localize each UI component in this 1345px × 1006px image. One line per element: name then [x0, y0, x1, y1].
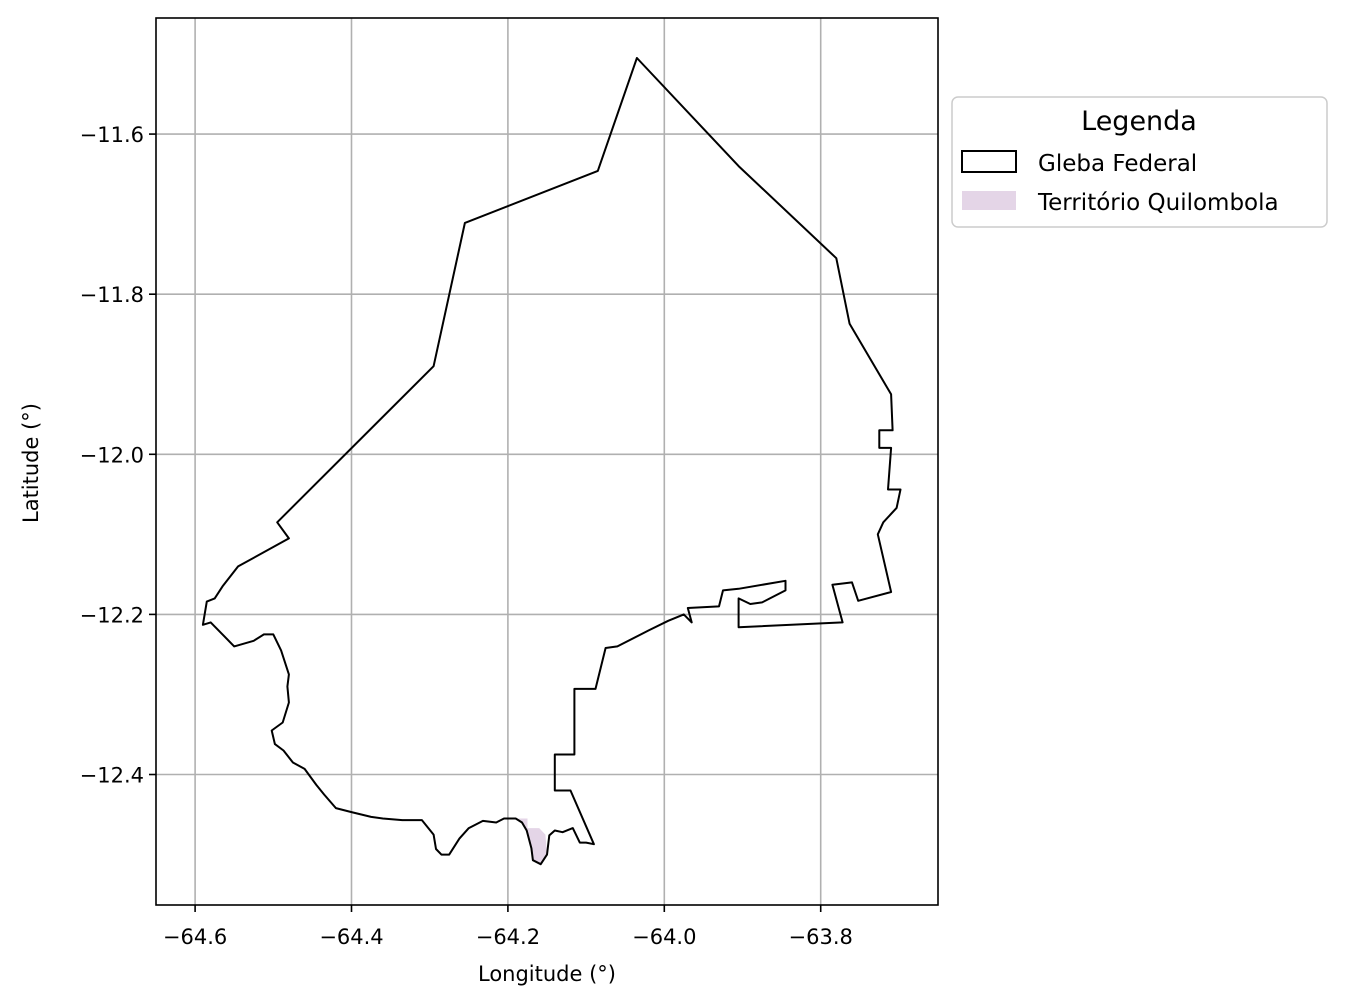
x-tick-label: −64.2 [476, 925, 540, 949]
plot-frame [155, 17, 939, 906]
axis-ticks: −64.6 −64.4 −64.2 −64.0 −63.8 −11.6 −11.8 −12.0… [80, 123, 853, 949]
legend-title: Legenda [1081, 106, 1197, 137]
x-tick-label: −64.0 [632, 925, 696, 949]
legend: Legenda Gleba Federal Território Quilomb… [951, 96, 1328, 228]
legend-swatch-gleba-federal [961, 150, 1017, 173]
gleba-federal-polygon [201, 57, 902, 866]
x-tick-label: −64.4 [319, 925, 383, 949]
legend-label-gleba-federal: Gleba Federal [1038, 151, 1197, 177]
map-polygons [201, 57, 902, 866]
y-tick-label: −11.8 [80, 283, 144, 307]
y-axis-label: Latitude (°) [19, 403, 43, 523]
legend-box [951, 96, 1328, 228]
legend-label-territorio-quilombola: Território Quilombola [1037, 190, 1279, 216]
legend-swatch-territorio-quilombola [962, 191, 1016, 210]
x-tick-label: −63.8 [789, 925, 853, 949]
territorio-quilombola-polygon [518, 818, 547, 865]
y-tick-label: −12.0 [80, 443, 144, 467]
y-tick-label: −11.6 [80, 123, 144, 147]
y-tick-label: −12.2 [80, 603, 144, 627]
x-axis-label: Longitude (°) [478, 962, 616, 986]
x-tick-label: −64.6 [163, 925, 227, 949]
y-tick-label: −12.4 [80, 764, 144, 788]
grid-lines [156, 18, 938, 905]
